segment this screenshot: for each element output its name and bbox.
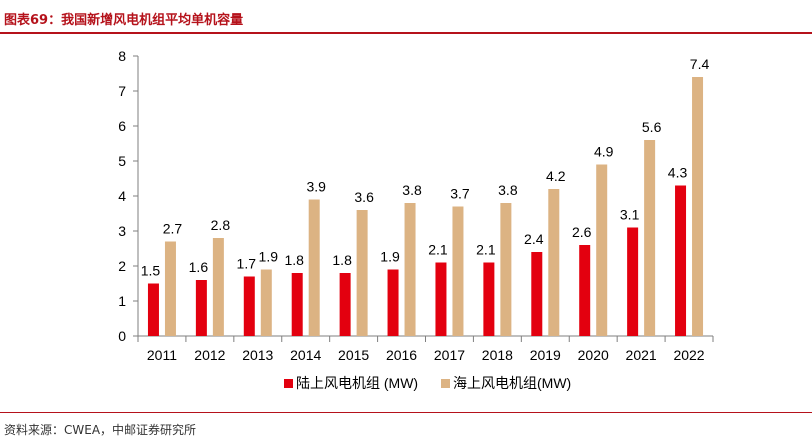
- chart-title: 图表69：我国新增风电机组平均单机容量: [4, 13, 244, 28]
- data-label-onshore: 3.1: [620, 207, 640, 223]
- data-label-onshore: 1.7: [237, 256, 257, 272]
- y-tick-label: 7: [118, 83, 126, 99]
- data-label-offshore: 1.9: [259, 249, 279, 265]
- bar-offshore: [260, 269, 272, 336]
- y-tick-label: 8: [118, 48, 126, 64]
- data-label-onshore: 1.9: [380, 249, 400, 265]
- bar-chart: 0 1 2 3 4 5 6 7 8 2011 2012 2013 2014 2015 2016 2017 201…: [118, 48, 714, 391]
- data-label-offshore: 3.6: [354, 189, 374, 205]
- data-label-onshore: 2.4: [524, 231, 544, 247]
- y-tick-label: 4: [118, 188, 126, 204]
- footer-divider: [0, 412, 812, 413]
- legend-label: 海上风电机组(MW): [453, 375, 571, 391]
- bar-onshore: [387, 269, 399, 336]
- x-tick-label: 2018: [482, 347, 513, 363]
- y-tick-label: 5: [118, 153, 126, 169]
- bar-offshore: [452, 206, 464, 336]
- data-label-offshore: 7.4: [690, 56, 710, 72]
- x-tick-label: 2011: [147, 347, 177, 363]
- data-label-offshore: 3.8: [402, 182, 422, 198]
- data-label-onshore: 2.6: [572, 224, 592, 240]
- data-label-offshore: 3.7: [450, 186, 470, 202]
- data-label-offshore: 3.8: [498, 182, 518, 198]
- chart-axes: 0 1 2 3 4 5 6 7 8 2011 2012 2013 2014 2015 2016 2017 201…: [118, 48, 714, 363]
- data-label-onshore: 2.1: [476, 242, 496, 258]
- bar-onshore: [291, 273, 303, 336]
- y-tick-label: 2: [118, 258, 126, 274]
- chart-data-labels: 1.5 1.6 1.7 1.8 1.8 1.9 2.1 2.1 2.4 2.6 3.1 4.3 2.7 2…: [141, 56, 710, 279]
- legend-label: 陆上风电机组 (MW): [296, 375, 418, 391]
- bar-offshore: [308, 199, 320, 336]
- data-label-onshore: 1.8: [284, 252, 304, 268]
- y-tick-label: 0: [118, 328, 126, 344]
- data-label-offshore: 2.8: [211, 217, 231, 233]
- x-tick-label: 2013: [242, 347, 273, 363]
- x-tick-label: 2021: [626, 347, 657, 363]
- bar-onshore: [531, 252, 543, 336]
- x-tick-label: 2016: [386, 347, 417, 363]
- data-label-offshore: 4.2: [546, 168, 566, 184]
- data-label-offshore: 5.6: [642, 119, 662, 135]
- legend-swatch: [284, 379, 293, 388]
- bar-offshore: [212, 238, 224, 336]
- legend-item: 陆上风电机组 (MW): [284, 375, 418, 391]
- x-tick-label: 2020: [578, 347, 609, 363]
- bar-onshore: [435, 262, 447, 336]
- data-label-offshore: 3.9: [306, 179, 326, 195]
- source-note: 资料来源：CWEA，中邮证券研究所: [4, 423, 197, 437]
- bar-onshore: [195, 280, 207, 336]
- bar-onshore: [579, 245, 591, 336]
- x-tick-label: 2015: [338, 347, 369, 363]
- legend-item: 海上风电机组(MW): [441, 375, 571, 391]
- bar-offshore: [548, 189, 560, 336]
- bar-onshore: [339, 273, 351, 336]
- bar-offshore: [692, 77, 704, 336]
- data-label-onshore: 1.8: [332, 252, 352, 268]
- data-label-onshore: 1.6: [189, 259, 209, 275]
- bar-offshore: [356, 210, 368, 336]
- x-tick-label: 2012: [194, 347, 225, 363]
- x-tick-label: 2019: [530, 347, 561, 363]
- chart-bars: [147, 77, 704, 336]
- bar-onshore: [675, 185, 687, 336]
- legend-swatch: [441, 379, 450, 388]
- y-tick-label: 3: [118, 223, 126, 239]
- data-label-offshore: 4.9: [594, 144, 614, 160]
- x-tick-label: 2017: [434, 347, 465, 363]
- header-bar: 图表69：我国新增风电机组平均单机容量: [0, 0, 812, 34]
- data-label-onshore: 2.1: [428, 242, 448, 258]
- data-label-offshore: 2.7: [163, 221, 183, 237]
- x-tick-label: 2014: [290, 347, 321, 363]
- x-tick-label: 2022: [673, 347, 704, 363]
- bar-onshore: [483, 262, 495, 336]
- bar-onshore: [243, 276, 255, 336]
- bar-onshore: [147, 283, 159, 336]
- bar-offshore: [404, 203, 416, 336]
- bar-offshore: [500, 203, 512, 336]
- bar-offshore: [596, 164, 608, 336]
- y-tick-label: 1: [118, 293, 126, 309]
- chart-legend: 陆上风电机组 (MW) 海上风电机组(MW): [284, 375, 571, 391]
- y-tick-label: 6: [118, 118, 126, 134]
- bar-offshore: [644, 140, 656, 336]
- bar-onshore: [627, 227, 639, 336]
- data-label-onshore: 4.3: [668, 165, 688, 181]
- bar-offshore: [164, 241, 176, 336]
- data-label-onshore: 1.5: [141, 263, 161, 279]
